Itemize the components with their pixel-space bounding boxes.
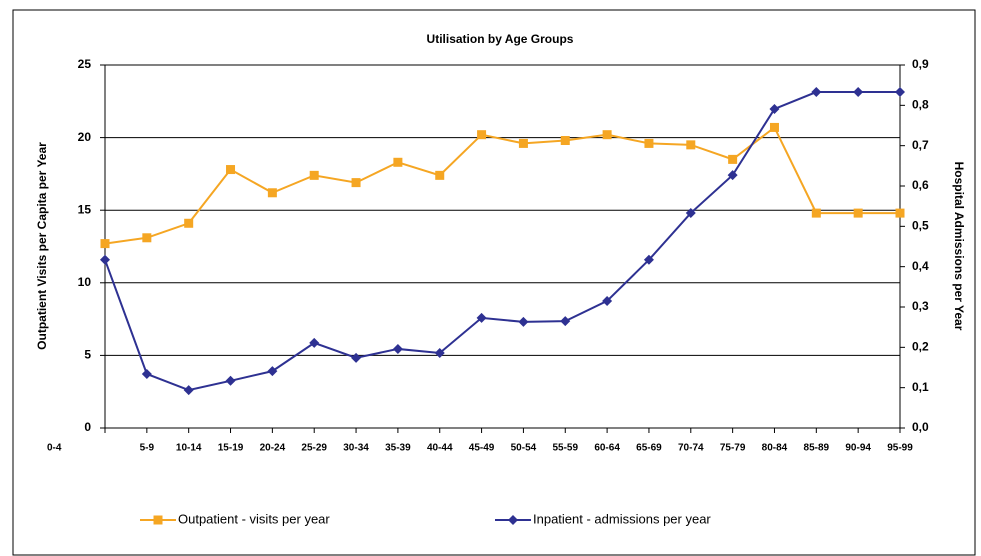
point xyxy=(518,138,528,148)
y-tick-label: 15 xyxy=(78,202,92,216)
legend-marker xyxy=(153,515,163,525)
point xyxy=(100,254,110,265)
y2-tick-label: 0,7 xyxy=(912,138,929,152)
point xyxy=(895,87,905,98)
point xyxy=(811,208,821,218)
point xyxy=(853,208,863,218)
point xyxy=(560,316,571,327)
y-tick-label: 10 xyxy=(78,275,92,289)
point xyxy=(602,295,613,306)
point xyxy=(267,188,277,198)
point xyxy=(895,208,905,218)
point xyxy=(267,366,278,377)
x-tick-label: 5-9 xyxy=(140,443,155,454)
point xyxy=(685,208,696,219)
x-tick-label: 95-99 xyxy=(887,443,913,454)
chart-title: Utilisation by Age Groups xyxy=(427,32,574,46)
x-tick-label: 40-44 xyxy=(427,443,453,454)
point xyxy=(728,154,738,164)
y2-tick-label: 0,6 xyxy=(912,178,929,192)
y2-tick-label: 0,3 xyxy=(912,299,929,313)
point xyxy=(142,233,152,243)
point xyxy=(393,157,403,167)
legend-label: Inpatient - admissions per year xyxy=(533,511,711,526)
point xyxy=(644,138,654,148)
x-tick-label: 60-64 xyxy=(594,443,620,454)
x-tick-label: 55-59 xyxy=(552,443,578,454)
point xyxy=(769,103,780,114)
y2-tick-label: 0,5 xyxy=(912,219,929,233)
y2-tick-label: 0,0 xyxy=(912,420,929,434)
x-tick-label: 50-54 xyxy=(511,443,537,454)
y2-tick-label: 0,1 xyxy=(912,380,929,394)
x-tick-label: 45-49 xyxy=(469,443,495,454)
y2-tick-label: 0,9 xyxy=(912,57,929,71)
y-tick-label: 20 xyxy=(78,130,92,144)
x-tick-label: 85-89 xyxy=(804,443,830,454)
point xyxy=(141,368,152,379)
point xyxy=(811,87,822,98)
point xyxy=(351,178,361,188)
point xyxy=(686,140,696,150)
point xyxy=(392,343,403,354)
x-tick-label: 80-84 xyxy=(762,443,788,454)
y-axis-label: Outpatient Visits per Capita per Year xyxy=(35,142,49,350)
point xyxy=(100,239,110,249)
point xyxy=(434,347,445,358)
point xyxy=(225,375,236,386)
series-line xyxy=(104,125,900,245)
point xyxy=(560,136,570,146)
x-tick-label: 25-29 xyxy=(301,443,327,454)
x-tick-label: 75-79 xyxy=(720,443,746,454)
y2-tick-label: 0,2 xyxy=(912,340,929,354)
y2-axis-label: Hospital Admissions per Year xyxy=(952,162,966,331)
point xyxy=(853,87,864,98)
y2-tick-label: 0,8 xyxy=(912,98,929,112)
x-tick-label: 0-4 xyxy=(47,443,62,454)
x-tick-label: 90-94 xyxy=(845,443,871,454)
x-tick-label: 30-34 xyxy=(343,443,369,454)
x-tick-label: 35-39 xyxy=(385,443,411,454)
point xyxy=(769,122,779,132)
x-tick-label: 20-24 xyxy=(260,443,286,454)
point xyxy=(309,170,319,180)
y-tick-label: 0 xyxy=(84,420,91,434)
x-tick-label: 70-74 xyxy=(678,443,704,454)
point xyxy=(435,170,445,180)
legend-label: Outpatient - visits per year xyxy=(178,511,330,526)
y-tick-label: 5 xyxy=(84,348,91,362)
y-tick-label: 25 xyxy=(78,57,92,71)
point xyxy=(183,385,194,396)
point xyxy=(602,130,612,140)
x-tick-label: 65-69 xyxy=(636,443,662,454)
point xyxy=(226,165,236,175)
series-line xyxy=(104,91,900,392)
x-tick-label: 10-14 xyxy=(176,443,202,454)
y2-tick-label: 0,4 xyxy=(912,259,929,273)
point xyxy=(518,316,529,327)
point xyxy=(643,254,654,265)
point xyxy=(727,170,738,181)
x-tick-label: 15-19 xyxy=(218,443,244,454)
point xyxy=(184,218,194,228)
point xyxy=(309,337,320,348)
legend-marker xyxy=(508,515,518,525)
point xyxy=(351,352,362,363)
point xyxy=(477,130,487,140)
point xyxy=(476,312,487,323)
